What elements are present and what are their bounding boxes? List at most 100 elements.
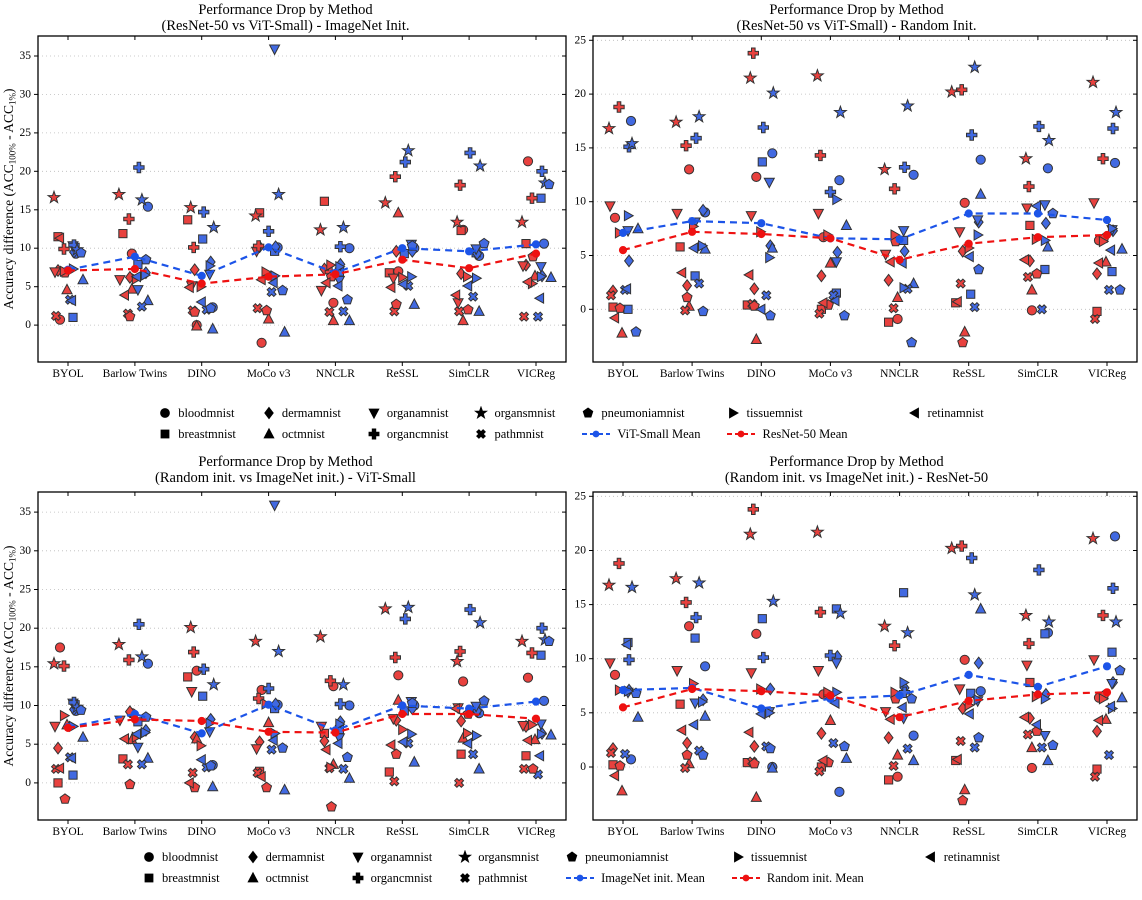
point-red-NNCLR-organsmnist [877,618,892,633]
point-red-BYOL-organamnist [604,201,616,213]
point-red-MoCo v3-organsmnist [248,633,263,648]
point-blue-VICReg-organsmnist [1108,614,1124,629]
point-blue-VICReg-retinamnist [1104,244,1116,256]
point-blue-SimCLR-organamnist [470,244,482,256]
scatter-points [46,500,557,812]
point-red-DINO-organcmnist [747,47,760,59]
square-glyph [144,873,154,883]
point-blue-BYOL-organsmnist [624,579,640,594]
point-red-Barlow Twins-pathmnist [679,305,691,316]
legend-column: organamnist organcmnist [367,404,448,443]
point-blue-VICReg-pneumoniamnist [1114,284,1126,295]
point-blue-VICReg-octmnist [545,270,557,282]
legend-column: dermamnist octmnist [246,848,325,887]
point-red-SimCLR-tissuemnist [463,270,474,283]
legend-item-organsmnist: organsmnist [458,848,539,866]
point-blue-Barlow Twins-tissuemnist [698,696,709,708]
point-red-DINO-bloodmnist [751,171,762,182]
legend-label: organsmnist [478,849,540,864]
point-blue-Barlow Twins-pathmnist [136,759,148,770]
point-red-BYOL-bloodmnist [609,212,621,223]
point-blue-ReSSL-octmnist [974,602,987,614]
point-blue-DINO-pneumoniamnist [205,302,217,313]
point-blue-VICReg-bloodmnist [538,695,550,706]
y-tick-label: 0 [25,777,31,789]
triangle-right-icon [733,851,744,863]
point-blue-MoCo v3-bloodmnist [834,786,845,797]
point-blue-MoCo v3-pneumoniamnist [838,740,850,752]
point-red-DINO-organamnist [745,211,758,223]
star-glyph [474,406,489,419]
point-blue-ReSSL-pneumoniamnist [973,731,985,743]
point-blue-SimCLR-retinamnist [1030,718,1041,731]
point-red-MoCo v3-dermamnist [816,269,827,283]
point-red-VICReg-retinamnist [1092,714,1104,727]
legend-item-dermamnist: dermamnist [262,404,341,422]
x-tick-label-Barlow Twins: Barlow Twins [103,368,168,380]
point-blue-DINO-retinamnist [195,296,206,308]
point-blue-Barlow Twins-organcmnist [690,611,702,624]
point-blue-DINO-pathmnist [761,290,772,301]
point-blue-ReSSL-pneumoniamnist [973,263,985,275]
point-red-VICReg-breastmnist [521,751,531,761]
legend-label: Random init. Mean [766,870,864,885]
point-blue-VICReg-organamnist [535,262,547,274]
point-blue-SimCLR-octmnist [473,762,485,774]
legend-item-pneumoniamnist: pneumoniamnist [565,848,705,866]
point-blue-Barlow Twins-retinamnist [130,270,141,283]
legend-item-mean-red: ResNet-50 Mean [726,425,848,443]
legend-item-organcmnist: organcmnist [351,869,432,887]
point-red-BYOL-tissuemnist [59,709,71,722]
x-glyph [460,873,471,883]
point-blue-NNCLR-dermamnist [899,244,910,258]
x-tick-label-MoCo v3: MoCo v3 [247,826,291,838]
x-tick-label-Barlow Twins: Barlow Twins [103,826,168,838]
point-blue-BYOL-pneumoniamnist [630,326,642,337]
legend-label: octmnist [265,870,309,885]
point-red-BYOL-organcmnist [58,243,70,255]
point-red-MoCo v3-octmnist [824,713,837,725]
point-red-MoCo v3-dermamnist [816,726,827,741]
point-red-ReSSL-octmnist [392,206,405,218]
panel-top-left-title: Performance Drop by Method (ResNet-50 vs… [0,2,571,34]
point-red-BYOL-pathmnist [605,747,617,759]
point-blue-NNCLR-retinamnist [332,280,343,292]
axes-frame [37,35,567,363]
point-blue-MoCo v3-organamnist [830,658,843,670]
plot-canvas-3: 0 5 10 15 20 25 BYOL Barlow Twins DINO MoCo v3 NNC… [575,490,1138,838]
legend-label: retinamnist [943,849,1001,864]
point-blue-SimCLR-octmnist [1042,754,1054,766]
point-blue-MoCo v3-pathmnist [266,744,277,755]
point-blue-MoCo v3-pathmnist [266,286,277,298]
point-red-NNCLR-organsmnist [877,161,892,176]
point-blue-Barlow Twins-organsmnist [691,575,707,590]
y-tick-label: 25 [575,490,587,502]
point-blue-ReSSL-bloodmnist [975,686,986,697]
point-red-MoCo v3-pathmnist [814,308,825,319]
title-line2: (ResNet-50 vs ViT-Small) - Random Init. [736,18,977,34]
point-red-VICReg-retinamnist [1092,257,1104,269]
point-blue-Barlow Twins-dermamnist [698,203,709,217]
y-tick-label: 15 [20,661,32,673]
point-blue-DINO-tissuemnist [765,706,776,719]
point-blue-NNCLR-bloodmnist [908,169,919,180]
point-red-SimCLR-organsmnist [449,653,465,668]
legend-column: tissuemnist ResNet-50 Mean [726,404,848,443]
point-blue-Barlow Twins-organamnist [132,742,144,754]
x-tick-label-VICReg: VICReg [1088,368,1127,380]
y-tick-label: 35 [20,50,32,62]
point-red-BYOL-pathmnist [50,310,62,322]
point-red-MoCo v3-organamnist [250,744,263,756]
point-blue-SimCLR-pneumoniamnist [478,237,490,249]
point-blue-MoCo v3-organcmnist [824,186,837,198]
point-blue-SimCLR-organamnist [1039,200,1051,212]
point-red-SimCLR-pathmnist [453,306,465,317]
point-red-SimCLR-retinamnist [1018,711,1029,724]
point-blue-MoCo v3-retinamnist [267,734,278,747]
point-blue-VICReg-pneumoniamnist [543,178,555,190]
point-blue-Barlow Twins-organamnist [689,698,701,710]
legend-column: organamnist organcmnist [351,848,432,887]
point-red-Barlow Twins-bloodmnist [683,164,695,175]
star-glyph [458,850,473,863]
mean-line-icon [727,430,756,438]
